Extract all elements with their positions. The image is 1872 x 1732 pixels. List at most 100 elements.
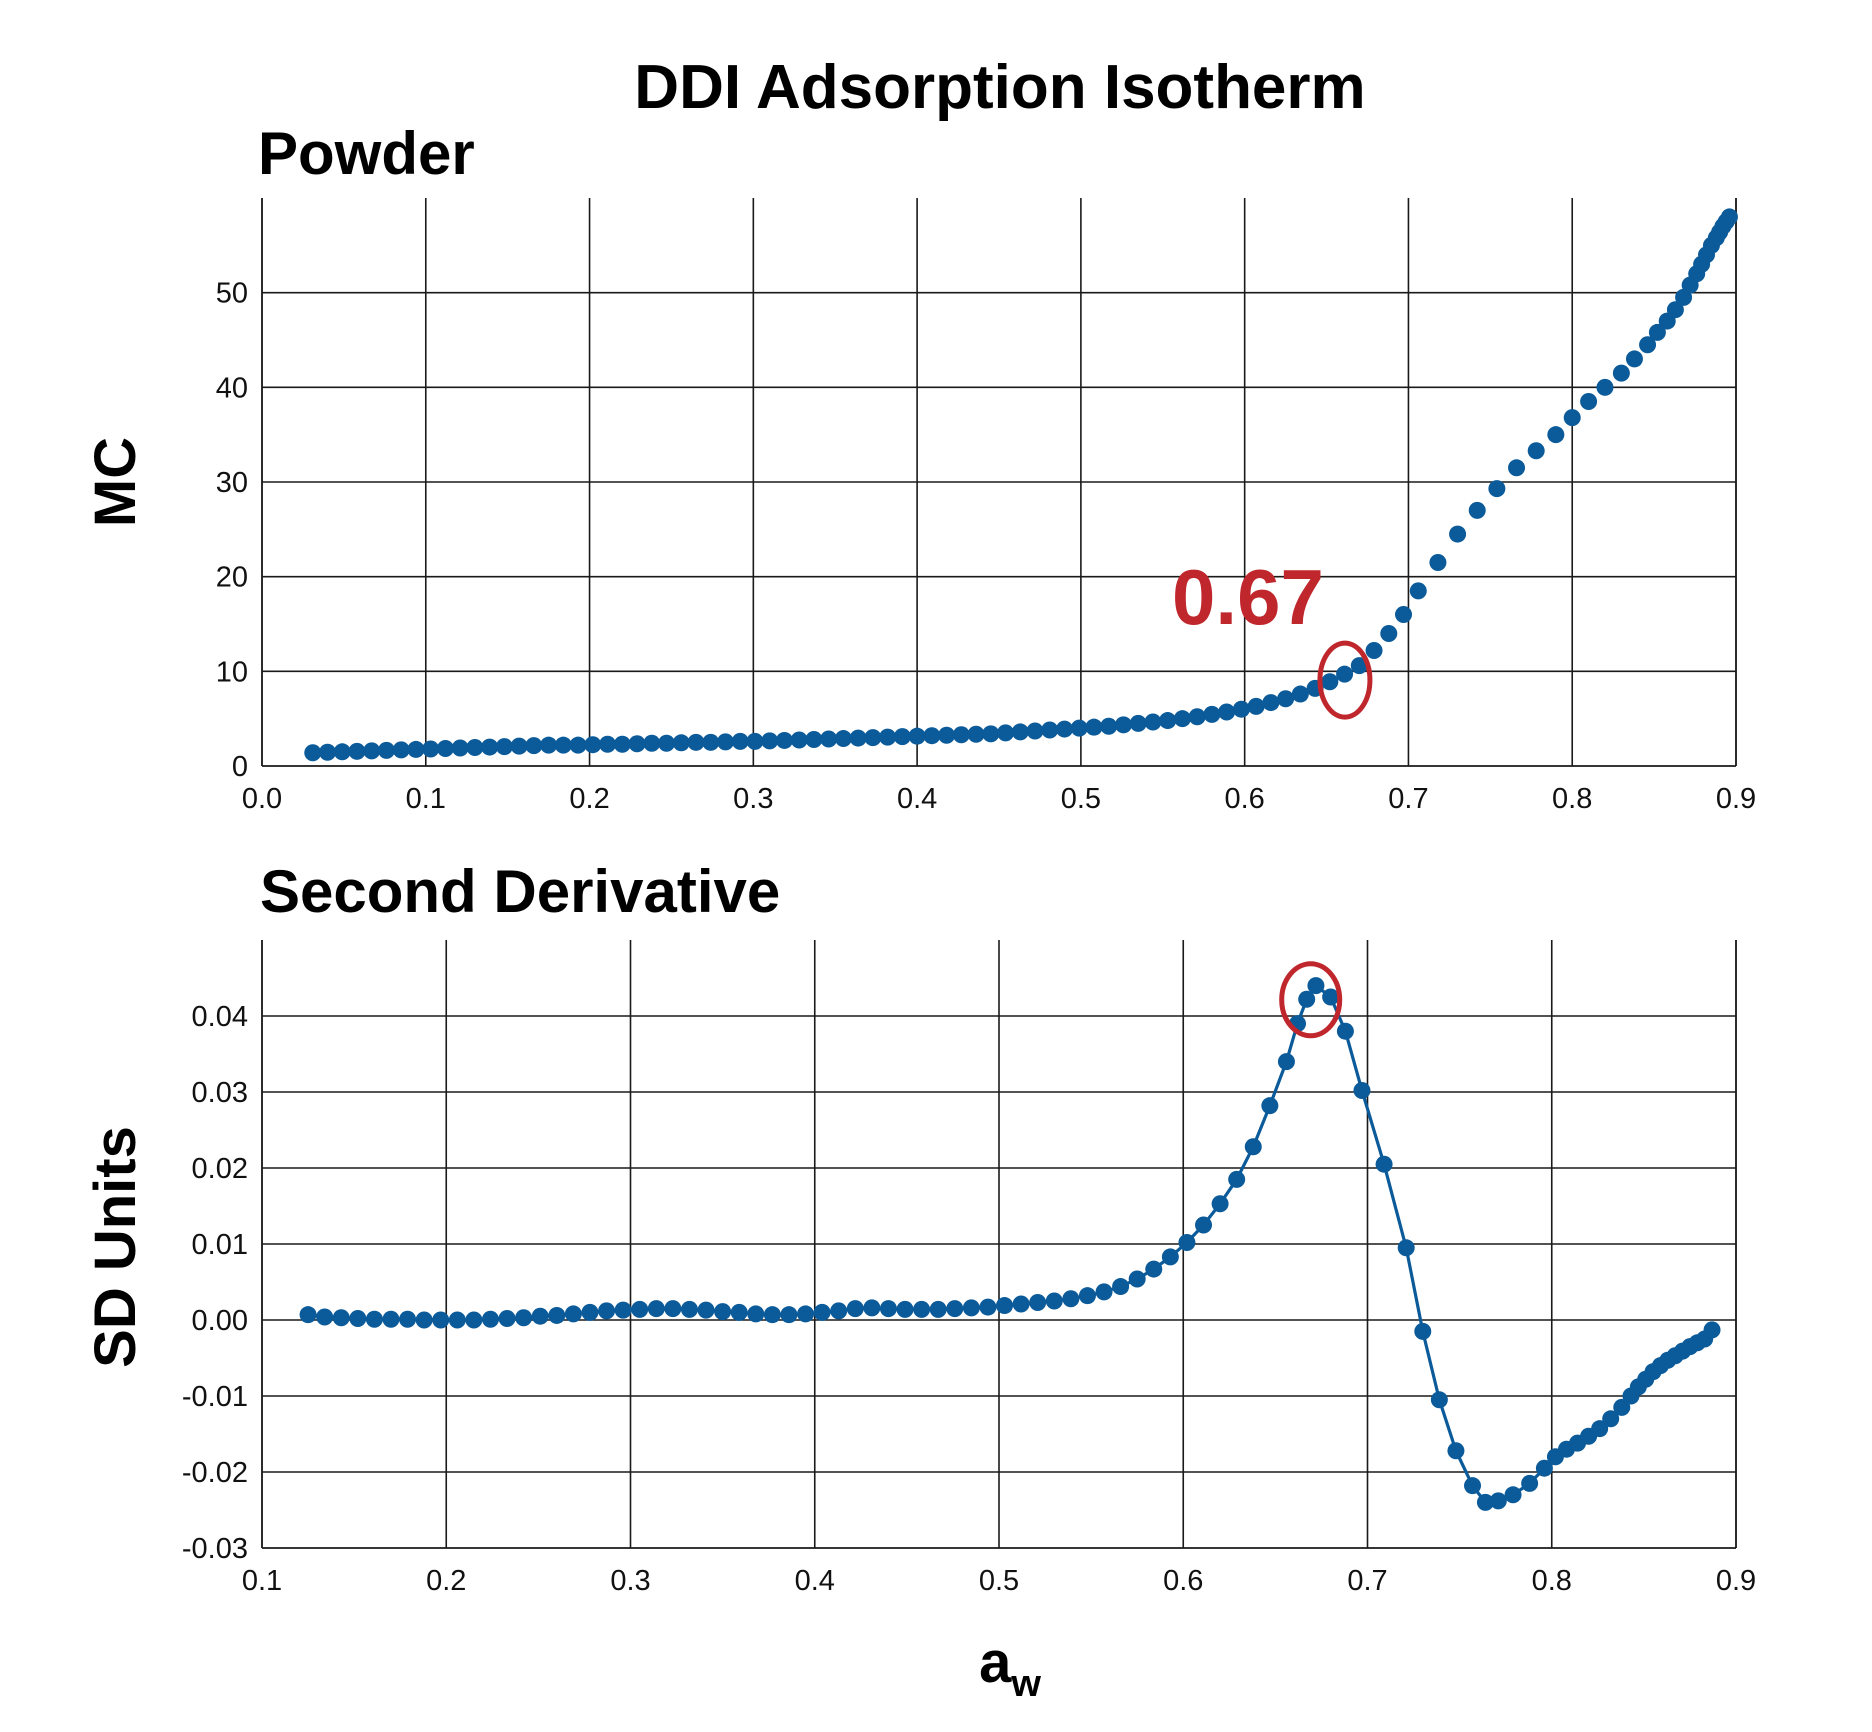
- data-point: [714, 1303, 732, 1321]
- data-point: [813, 1303, 831, 1321]
- data-point: [697, 1301, 715, 1319]
- data-point: [332, 1309, 350, 1327]
- data-point: [996, 1297, 1014, 1315]
- data-point: [1244, 1138, 1262, 1156]
- data-point: [1261, 1097, 1279, 1115]
- x-tick-label: 0.5: [979, 1565, 1019, 1597]
- data-point: [1535, 1459, 1553, 1477]
- data-point: [1070, 719, 1088, 737]
- data-point: [1095, 1283, 1113, 1301]
- data-point: [1291, 685, 1309, 703]
- data-point: [1298, 990, 1316, 1008]
- data-point: [377, 741, 395, 759]
- data-point: [495, 738, 513, 756]
- data-point: [780, 1306, 798, 1324]
- x-tick-label: 0.9: [1716, 783, 1756, 815]
- data-point: [997, 724, 1015, 742]
- x-tick-label: 0.6: [1163, 1565, 1203, 1597]
- data-point: [1277, 1053, 1295, 1071]
- data-point: [1114, 716, 1132, 734]
- data-point: [316, 1308, 334, 1326]
- data-point: [1547, 426, 1565, 444]
- data-point: [1612, 364, 1630, 382]
- data-point: [763, 1306, 781, 1324]
- data-point: [392, 741, 410, 759]
- data-point: [581, 1303, 599, 1321]
- x-tick-label: 0.4: [897, 783, 937, 815]
- data-point: [628, 735, 646, 753]
- data-point: [1195, 1216, 1213, 1234]
- data-point: [1350, 657, 1368, 675]
- data-point: [1144, 713, 1162, 731]
- data-point: [304, 744, 322, 762]
- data-point: [952, 726, 970, 744]
- data-point: [466, 739, 484, 757]
- data-point: [1336, 665, 1354, 683]
- data-point: [664, 1300, 682, 1318]
- data-point: [1504, 1486, 1522, 1504]
- data-point: [982, 725, 1000, 743]
- data-point: [1211, 1195, 1229, 1213]
- y-tick-label: 10: [216, 656, 248, 688]
- data-point: [687, 733, 705, 751]
- data-point: [564, 1305, 582, 1323]
- y-tick-label: 0.03: [192, 1077, 248, 1109]
- y-axis-title-sd-units: SD Units: [83, 1126, 148, 1368]
- data-point: [1380, 624, 1398, 642]
- data-point: [1527, 442, 1545, 460]
- data-point: [746, 732, 764, 750]
- data-point: [436, 739, 454, 757]
- data-point: [805, 730, 823, 748]
- data-point: [731, 732, 749, 750]
- data-point: [761, 732, 779, 750]
- data-point: [481, 738, 499, 756]
- data-point: [415, 1311, 433, 1329]
- data-point: [1041, 721, 1059, 739]
- data-point: [1489, 1492, 1507, 1510]
- data-point: [432, 1311, 450, 1329]
- data-point: [1322, 988, 1340, 1006]
- x-tick-label: 0.2: [569, 783, 609, 815]
- data-point: [830, 1302, 848, 1320]
- data-point: [1488, 480, 1506, 498]
- data-point: [1720, 208, 1738, 226]
- data-point: [548, 1306, 566, 1324]
- data-point: [382, 1310, 400, 1328]
- data-point: [702, 733, 720, 751]
- data-point: [1596, 378, 1614, 396]
- data-point: [946, 1300, 964, 1318]
- data-point: [797, 1305, 815, 1323]
- data-point: [1375, 1155, 1393, 1173]
- x-tick-label: 0.3: [610, 1565, 650, 1597]
- data-point: [896, 1300, 914, 1318]
- data-point: [1521, 1474, 1539, 1492]
- data-point: [647, 1300, 665, 1318]
- y-tick-label: 0.04: [192, 1001, 248, 1033]
- data-point: [1639, 336, 1657, 354]
- x-axis-title-aw: aw: [979, 1630, 1041, 1705]
- data-point: [515, 1309, 533, 1327]
- data-point: [1648, 323, 1666, 341]
- data-point: [365, 1310, 383, 1328]
- data-point: [1062, 1290, 1080, 1308]
- data-point: [1447, 1442, 1465, 1460]
- data-point: [1395, 606, 1413, 624]
- panel-title-second-derivative: Second Derivative: [260, 858, 780, 925]
- data-point: [348, 742, 366, 760]
- data-point: [1277, 690, 1295, 708]
- data-point: [1056, 720, 1074, 738]
- data-point: [730, 1303, 748, 1321]
- y-tick-label: 0.02: [192, 1153, 248, 1185]
- x-tick-label: 0.1: [406, 783, 446, 815]
- data-point: [399, 1310, 417, 1328]
- data-point: [658, 734, 676, 752]
- annotation-0.67: 0.67: [1172, 553, 1324, 641]
- data-point: [1591, 1420, 1609, 1438]
- data-point: [864, 729, 882, 747]
- data-point: [1262, 694, 1280, 712]
- data-point: [834, 730, 852, 748]
- data-point: [554, 736, 572, 754]
- data-point: [1613, 1398, 1631, 1416]
